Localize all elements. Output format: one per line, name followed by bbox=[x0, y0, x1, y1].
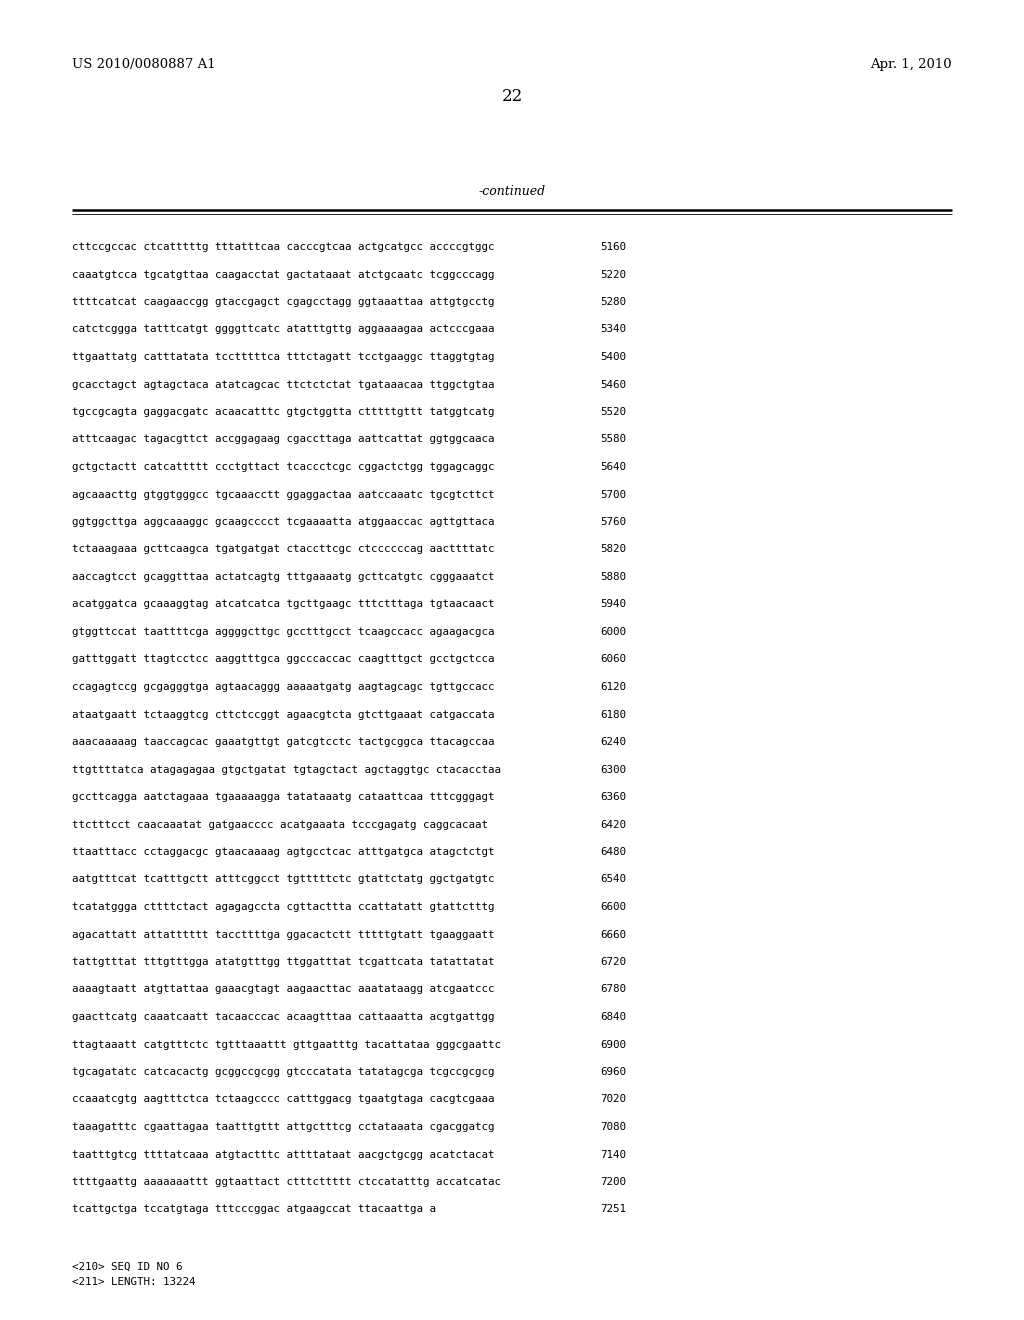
Text: 6900: 6900 bbox=[600, 1040, 626, 1049]
Text: tctaaagaaa gcttcaagca tgatgatgat ctaccttcgc ctccccccag aacttttatc: tctaaagaaa gcttcaagca tgatgatgat ctacctt… bbox=[72, 544, 495, 554]
Text: atttcaagac tagacgttct accggagaag cgaccttaga aattcattat ggtggcaaca: atttcaagac tagacgttct accggagaag cgacctt… bbox=[72, 434, 495, 445]
Text: ggtggcttga aggcaaaggc gcaagcccct tcgaaaatta atggaaccac agttgttaca: ggtggcttga aggcaaaggc gcaagcccct tcgaaaa… bbox=[72, 517, 495, 527]
Text: 5700: 5700 bbox=[600, 490, 626, 499]
Text: ttttgaattg aaaaaaattt ggtaattact ctttcttttt ctccatatttg accatcatac: ttttgaattg aaaaaaattt ggtaattact ctttctt… bbox=[72, 1177, 501, 1187]
Text: 6540: 6540 bbox=[600, 874, 626, 884]
Text: 7080: 7080 bbox=[600, 1122, 626, 1133]
Text: 5400: 5400 bbox=[600, 352, 626, 362]
Text: gatttggatt ttagtcctcc aaggtttgca ggcccaccac caagtttgct gcctgctcca: gatttggatt ttagtcctcc aaggtttgca ggcccac… bbox=[72, 655, 495, 664]
Text: agcaaacttg gtggtgggcc tgcaaacctt ggaggactaa aatccaaatc tgcgtcttct: agcaaacttg gtggtgggcc tgcaaacctt ggaggac… bbox=[72, 490, 495, 499]
Text: <210> SEQ ID NO 6: <210> SEQ ID NO 6 bbox=[72, 1262, 182, 1272]
Text: 7140: 7140 bbox=[600, 1150, 626, 1159]
Text: 6360: 6360 bbox=[600, 792, 626, 803]
Text: 22: 22 bbox=[502, 88, 522, 106]
Text: 7200: 7200 bbox=[600, 1177, 626, 1187]
Text: ttaatttacc cctaggacgc gtaacaaaag agtgcctcac atttgatgca atagctctgt: ttaatttacc cctaggacgc gtaacaaaag agtgcct… bbox=[72, 847, 495, 857]
Text: taatttgtcg ttttatcaaa atgtactttc attttataat aacgctgcgg acatctacat: taatttgtcg ttttatcaaa atgtactttc attttat… bbox=[72, 1150, 495, 1159]
Text: 6960: 6960 bbox=[600, 1067, 626, 1077]
Text: ttgaattatg catttatata tcctttttca tttctagatt tcctgaaggc ttaggtgtag: ttgaattatg catttatata tcctttttca tttctag… bbox=[72, 352, 495, 362]
Text: ttctttcct caacaaatat gatgaacccc acatgaaata tcccgagatg caggcacaat: ttctttcct caacaaatat gatgaacccc acatgaaa… bbox=[72, 820, 488, 829]
Text: 6600: 6600 bbox=[600, 902, 626, 912]
Text: 5580: 5580 bbox=[600, 434, 626, 445]
Text: gctgctactt catcattttt ccctgttact tcaccctcgc cggactctgg tggagcaggc: gctgctactt catcattttt ccctgttact tcaccct… bbox=[72, 462, 495, 473]
Text: 5460: 5460 bbox=[600, 380, 626, 389]
Text: ttgttttatca atagagagaa gtgctgatat tgtagctact agctaggtgc ctacacctaa: ttgttttatca atagagagaa gtgctgatat tgtagc… bbox=[72, 764, 501, 775]
Text: 5220: 5220 bbox=[600, 269, 626, 280]
Text: ccagagtccg gcgagggtga agtaacaggg aaaaatgatg aagtagcagc tgttgccacc: ccagagtccg gcgagggtga agtaacaggg aaaaatg… bbox=[72, 682, 495, 692]
Text: ccaaatcgtg aagtttctca tctaagcccc catttggacg tgaatgtaga cacgtcgaaa: ccaaatcgtg aagtttctca tctaagcccc catttgg… bbox=[72, 1094, 495, 1105]
Text: ataatgaatt tctaaggtcg cttctccggt agaacgtcta gtcttgaaat catgaccata: ataatgaatt tctaaggtcg cttctccggt agaacgt… bbox=[72, 710, 495, 719]
Text: caaatgtcca tgcatgttaa caagacctat gactataaat atctgcaatc tcggcccagg: caaatgtcca tgcatgttaa caagacctat gactata… bbox=[72, 269, 495, 280]
Text: aaacaaaaag taaccagcac gaaatgttgt gatcgtcctc tactgcggca ttacagccaa: aaacaaaaag taaccagcac gaaatgttgt gatcgtc… bbox=[72, 737, 495, 747]
Text: gtggttccat taattttcga aggggcttgc gcctttgcct tcaagccacc agaagacgca: gtggttccat taattttcga aggggcttgc gcctttg… bbox=[72, 627, 495, 638]
Text: taaagatttc cgaattagaa taatttgttt attgctttcg cctataaata cgacggatcg: taaagatttc cgaattagaa taatttgttt attgctt… bbox=[72, 1122, 495, 1133]
Text: 5340: 5340 bbox=[600, 325, 626, 334]
Text: 6120: 6120 bbox=[600, 682, 626, 692]
Text: gaacttcatg caaatcaatt tacaacccac acaagtttaa cattaaatta acgtgattgg: gaacttcatg caaatcaatt tacaacccac acaagtt… bbox=[72, 1012, 495, 1022]
Text: aaaagtaatt atgttattaa gaaacgtagt aagaacttac aaatataagg atcgaatccc: aaaagtaatt atgttattaa gaaacgtagt aagaact… bbox=[72, 985, 495, 994]
Text: 6000: 6000 bbox=[600, 627, 626, 638]
Text: 5640: 5640 bbox=[600, 462, 626, 473]
Text: 6840: 6840 bbox=[600, 1012, 626, 1022]
Text: 5520: 5520 bbox=[600, 407, 626, 417]
Text: 6660: 6660 bbox=[600, 929, 626, 940]
Text: 5880: 5880 bbox=[600, 572, 626, 582]
Text: tgcagatatc catcacactg gcggccgcgg gtcccatata tatatagcga tcgccgcgcg: tgcagatatc catcacactg gcggccgcgg gtcccat… bbox=[72, 1067, 495, 1077]
Text: 6240: 6240 bbox=[600, 737, 626, 747]
Text: 5160: 5160 bbox=[600, 242, 626, 252]
Text: 7251: 7251 bbox=[600, 1204, 626, 1214]
Text: tcattgctga tccatgtaga tttcccggac atgaagccat ttacaattga a: tcattgctga tccatgtaga tttcccggac atgaagc… bbox=[72, 1204, 436, 1214]
Text: cttccgccac ctcatttttg tttatttcaa cacccgtcaa actgcatgcc accccgtggc: cttccgccac ctcatttttg tttatttcaa cacccgt… bbox=[72, 242, 495, 252]
Text: aaccagtcct gcaggtttaa actatcagtg tttgaaaatg gcttcatgtc cgggaaatct: aaccagtcct gcaggtttaa actatcagtg tttgaaa… bbox=[72, 572, 495, 582]
Text: 6780: 6780 bbox=[600, 985, 626, 994]
Text: ttttcatcat caagaaccgg gtaccgagct cgagcctagg ggtaaattaa attgtgcctg: ttttcatcat caagaaccgg gtaccgagct cgagcct… bbox=[72, 297, 495, 308]
Text: 5820: 5820 bbox=[600, 544, 626, 554]
Text: tattgtttat tttgtttgga atatgtttgg ttggatttat tcgattcata tatattatat: tattgtttat tttgtttgga atatgtttgg ttggatt… bbox=[72, 957, 495, 968]
Text: 6420: 6420 bbox=[600, 820, 626, 829]
Text: gccttcagga aatctagaaa tgaaaaagga tatataaatg cataattcaa tttcgggagt: gccttcagga aatctagaaa tgaaaaagga tatataa… bbox=[72, 792, 495, 803]
Text: 6060: 6060 bbox=[600, 655, 626, 664]
Text: catctcggga tatttcatgt ggggttcatc atatttgttg aggaaaagaa actcccgaaa: catctcggga tatttcatgt ggggttcatc atatttg… bbox=[72, 325, 495, 334]
Text: tgccgcagta gaggacgatc acaacatttc gtgctggtta ctttttgttt tatggtcatg: tgccgcagta gaggacgatc acaacatttc gtgctgg… bbox=[72, 407, 495, 417]
Text: US 2010/0080887 A1: US 2010/0080887 A1 bbox=[72, 58, 216, 71]
Text: 6480: 6480 bbox=[600, 847, 626, 857]
Text: 5940: 5940 bbox=[600, 599, 626, 610]
Text: 6300: 6300 bbox=[600, 764, 626, 775]
Text: 7020: 7020 bbox=[600, 1094, 626, 1105]
Text: 6180: 6180 bbox=[600, 710, 626, 719]
Text: acatggatca gcaaaggtag atcatcatca tgcttgaagc tttctttaga tgtaacaact: acatggatca gcaaaggtag atcatcatca tgcttga… bbox=[72, 599, 495, 610]
Text: <211> LENGTH: 13224: <211> LENGTH: 13224 bbox=[72, 1276, 196, 1287]
Text: agacattatt attatttttt taccttttga ggacactctt tttttgtatt tgaaggaatt: agacattatt attatttttt taccttttga ggacact… bbox=[72, 929, 495, 940]
Text: ttagtaaatt catgtttctc tgtttaaattt gttgaatttg tacattataa gggcgaattc: ttagtaaatt catgtttctc tgtttaaattt gttgaa… bbox=[72, 1040, 501, 1049]
Text: -continued: -continued bbox=[478, 185, 546, 198]
Text: 6720: 6720 bbox=[600, 957, 626, 968]
Text: Apr. 1, 2010: Apr. 1, 2010 bbox=[870, 58, 952, 71]
Text: gcacctagct agtagctaca atatcagcac ttctctctat tgataaacaa ttggctgtaa: gcacctagct agtagctaca atatcagcac ttctctc… bbox=[72, 380, 495, 389]
Text: 5760: 5760 bbox=[600, 517, 626, 527]
Text: 5280: 5280 bbox=[600, 297, 626, 308]
Text: tcatatggga cttttctact agagagccta cgttacttta ccattatatt gtattctttg: tcatatggga cttttctact agagagccta cgttact… bbox=[72, 902, 495, 912]
Text: aatgtttcat tcatttgctt atttcggcct tgtttttctc gtattctatg ggctgatgtc: aatgtttcat tcatttgctt atttcggcct tgttttt… bbox=[72, 874, 495, 884]
